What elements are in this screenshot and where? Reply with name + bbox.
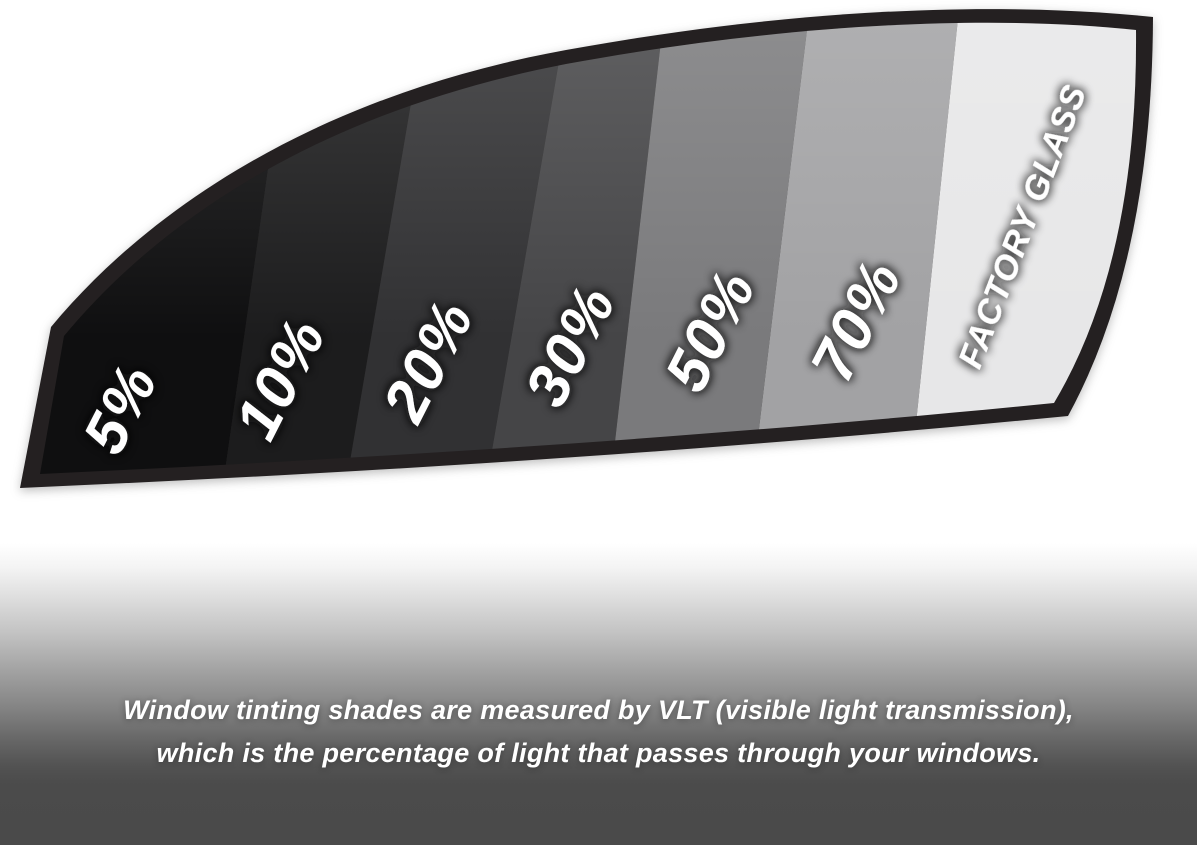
caption-line-1: Window tinting shades are measured by VL… [123,695,1074,725]
gradient-panel: Window tinting shades are measured by VL… [0,543,1197,845]
window-diagram: 5% 10% 20% 30% 50% 70% FACTORY GLASS [20,9,1153,489]
caption: Window tinting shades are measured by VL… [0,689,1197,775]
caption-line-2: which is the percentage of light that pa… [156,738,1041,768]
